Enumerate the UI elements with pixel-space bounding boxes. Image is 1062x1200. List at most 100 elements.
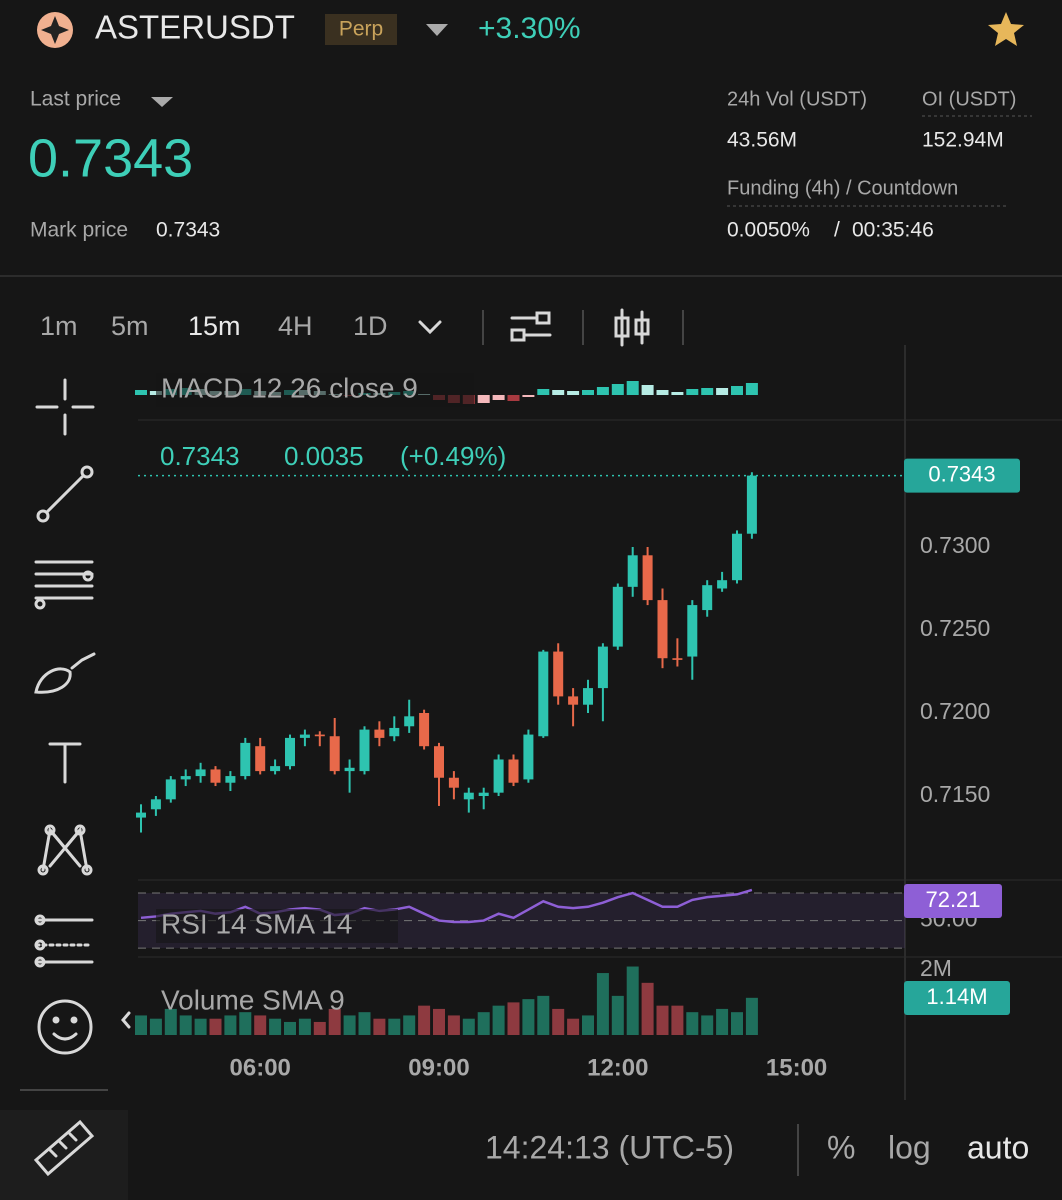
interval[interactable]: 5m bbox=[111, 311, 149, 341]
interval[interactable]: 4H bbox=[278, 311, 313, 341]
x-tick-label: 12:00 bbox=[587, 1054, 648, 1081]
candle-body bbox=[702, 585, 713, 611]
interval-active[interactable]: 15m bbox=[188, 311, 241, 341]
candle-body bbox=[404, 716, 415, 727]
plot: 0.7150 0.7200 0.7250 0.7300 0.7343 0.7343 0.00… bbox=[135, 372, 1020, 1081]
candle-body bbox=[672, 658, 683, 660]
last-price-label[interactable]: Last price bbox=[30, 88, 121, 111]
candle-body bbox=[448, 777, 459, 788]
volume-bar bbox=[462, 1018, 475, 1035]
separator: / bbox=[834, 219, 840, 242]
macd-title: MACD 12 26 close 9 bbox=[161, 372, 418, 403]
candle-body bbox=[553, 651, 564, 697]
volume-bar bbox=[552, 1008, 565, 1035]
auto-toggle[interactable]: auto bbox=[967, 1129, 1029, 1165]
change: +3.30% bbox=[478, 12, 581, 45]
macd-bar bbox=[731, 386, 743, 395]
text-tool[interactable] bbox=[48, 742, 82, 784]
volume-bar bbox=[254, 1015, 267, 1035]
candle-body bbox=[180, 776, 191, 780]
volume-bar bbox=[686, 1012, 699, 1035]
candle-body bbox=[717, 580, 728, 589]
oi: 152.94M bbox=[922, 129, 1004, 152]
candle-body bbox=[434, 746, 444, 778]
volume-bar bbox=[239, 1012, 252, 1035]
last-price-tag: 0.7343 bbox=[928, 461, 995, 486]
candle-body bbox=[344, 767, 355, 772]
volume-bar bbox=[611, 995, 624, 1035]
macd-bar bbox=[552, 390, 565, 395]
log-toggle[interactable]: log bbox=[888, 1129, 931, 1165]
macd-bar bbox=[149, 391, 162, 395]
volume-bar bbox=[447, 1015, 460, 1035]
volume-bar bbox=[403, 1015, 416, 1035]
candle-body bbox=[642, 555, 653, 601]
pattern-tool[interactable] bbox=[37, 824, 93, 876]
candle-body bbox=[165, 779, 176, 800]
symbol-icon bbox=[37, 12, 73, 48]
emoji-tool[interactable] bbox=[37, 999, 93, 1055]
macd-bar bbox=[507, 395, 520, 401]
candle-body bbox=[493, 759, 504, 793]
fib-tool[interactable] bbox=[34, 560, 94, 610]
chart-type-icon[interactable] bbox=[614, 308, 650, 347]
candle-body bbox=[612, 586, 623, 647]
volume-bar bbox=[135, 1015, 147, 1035]
volume-bar bbox=[433, 1008, 445, 1035]
price-dropdown[interactable] bbox=[151, 97, 173, 107]
volume-bar bbox=[492, 1005, 505, 1035]
interval[interactable]: 1D bbox=[353, 311, 388, 341]
volume-bar bbox=[343, 1015, 356, 1035]
collapse-toolbar[interactable] bbox=[121, 1011, 131, 1029]
volume-bar bbox=[284, 1021, 296, 1035]
favorite-star[interactable] bbox=[988, 12, 1024, 46]
countdown: 00:35:46 bbox=[852, 219, 934, 242]
volume-bar bbox=[671, 1005, 684, 1035]
volume-bar bbox=[537, 995, 550, 1035]
candle-body bbox=[597, 646, 608, 689]
clock: 14:24:13 (UTC-5) bbox=[485, 1129, 734, 1165]
macd-bar bbox=[671, 392, 684, 395]
volume-bar bbox=[328, 1008, 341, 1035]
candle-body bbox=[508, 759, 519, 783]
macd-bar bbox=[716, 388, 729, 395]
percent-toggle[interactable]: % bbox=[827, 1129, 855, 1165]
volume-bar bbox=[626, 966, 639, 1035]
badge: Perp bbox=[339, 18, 383, 41]
indicators-icon[interactable] bbox=[510, 311, 552, 342]
badge-bg bbox=[325, 14, 397, 45]
candle-body bbox=[136, 812, 146, 818]
trendline-tool[interactable] bbox=[36, 465, 94, 523]
candle-body bbox=[240, 742, 251, 777]
volume-tick-label: 2M bbox=[920, 955, 952, 981]
volume-bar bbox=[418, 1005, 431, 1035]
volume-bar bbox=[149, 1018, 162, 1035]
volume-bar bbox=[567, 1018, 580, 1035]
macd-bar bbox=[582, 390, 594, 395]
ruler-tool[interactable] bbox=[33, 1119, 95, 1177]
projection-tool[interactable] bbox=[34, 914, 94, 968]
macd-bar bbox=[492, 395, 505, 400]
volume-tag: 1.14M bbox=[926, 984, 987, 1009]
candle-body bbox=[523, 734, 534, 780]
volume-bar bbox=[596, 973, 609, 1035]
macd-bar bbox=[567, 391, 580, 395]
brush-tool[interactable] bbox=[34, 652, 96, 694]
crosshair-tool[interactable] bbox=[35, 378, 95, 436]
candle-body bbox=[359, 729, 370, 772]
candle-body bbox=[285, 737, 295, 767]
symbol-dropdown[interactable] bbox=[426, 24, 448, 36]
symbol[interactable]: ASTERUSDT bbox=[95, 9, 295, 46]
interval-more[interactable] bbox=[418, 320, 442, 335]
volume-bar bbox=[731, 1012, 743, 1035]
volume-bar bbox=[477, 1012, 490, 1035]
y-tick-label: 0.7300 bbox=[920, 532, 990, 558]
interval[interactable]: 1m bbox=[40, 311, 78, 341]
ruler-bg bbox=[0, 1110, 128, 1200]
candle-body bbox=[210, 769, 221, 783]
legend-close: 0.7343 bbox=[160, 441, 240, 471]
candle-body bbox=[419, 712, 430, 747]
vol: 43.56M bbox=[727, 129, 797, 152]
rsi-tag-bg bbox=[904, 884, 1002, 918]
